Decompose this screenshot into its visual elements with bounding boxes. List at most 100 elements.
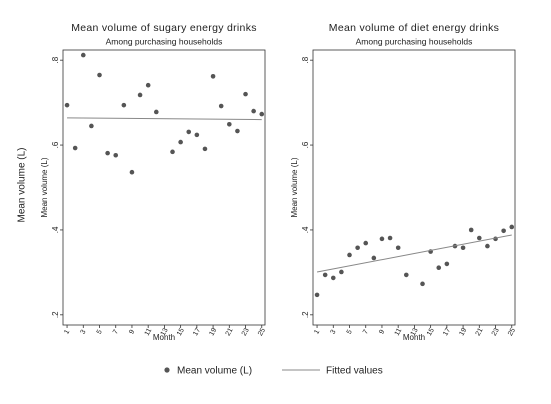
data-point [178,139,183,145]
x-axis-label: Month [403,333,425,342]
y-tick-label: .8 [51,56,60,63]
data-point [129,169,135,175]
chart-title: Mean volume of diet energy drinks [329,22,499,34]
x-tick-label: 13 [160,327,170,337]
x-tick-label: 1 [313,329,321,336]
x-tick-label: 7 [362,329,370,336]
x-tick-label: 19 [458,327,468,337]
data-point [137,92,143,98]
data-point [501,228,506,234]
data-point [322,272,328,278]
data-point [387,235,393,241]
data-point [339,269,344,275]
chart-title: Mean volume of sugary energy drinks [71,22,257,34]
x-tick-label: 11 [394,327,404,337]
panel: Mean volume of sugary energy drinks Among… [40,22,267,342]
x-tick-label: 13 [410,327,420,337]
x-tick-label: 17 [192,327,202,337]
data-point [72,145,78,151]
data-point [235,128,240,134]
y-tick-label: .2 [301,311,310,318]
x-tick-label: 9 [128,329,136,336]
data-point [403,272,409,278]
data-point [210,74,216,79]
data-point [420,281,425,287]
x-tick-label: 3 [330,329,338,336]
x-tick-label: 21 [225,327,235,337]
data-point [330,275,336,281]
x-tick-label: 17 [442,327,452,337]
data-point [460,245,466,251]
data-point [202,146,208,152]
x-tick-label: 19 [208,327,218,337]
data-point [153,109,159,115]
common-y-label: Mean volume (L) [17,147,28,222]
fitted-line [67,117,262,121]
chart-subtitle: Among purchasing households [356,36,473,46]
panel: Mean volume of diet energy drinks Among p… [290,22,517,342]
data-point [509,224,515,230]
y-tick-label: .4 [51,226,60,233]
chart-subtitle: Among purchasing households [106,36,223,46]
data-point [347,252,352,258]
legend-label: Fitted values [326,366,383,377]
data-point [80,52,86,58]
x-tick-label: 15 [426,327,436,337]
data-point [444,261,450,267]
y-axis-label: Mean volume (L) [40,157,49,217]
x-tick-label: 23 [241,327,251,337]
data-point [227,121,232,127]
x-tick-label: 5 [96,329,104,336]
x-tick-label: 5 [346,329,354,336]
data-point [186,129,192,135]
data-point [468,227,474,233]
x-tick-label: 21 [475,327,485,337]
data-point [395,245,401,251]
x-tick-label: 3 [80,329,88,336]
plot-frame [62,49,266,326]
data-point [145,82,151,88]
data-point [379,236,385,242]
x-tick-label: 25 [507,327,517,337]
data-point [363,240,369,246]
x-tick-label: 15 [176,327,186,337]
data-point [97,72,102,78]
x-tick-label: 11 [144,327,154,337]
data-point [121,102,127,108]
data-point [170,149,175,155]
data-point [355,245,360,251]
y-tick-label: .4 [301,226,310,233]
data-point [371,255,377,261]
data-point [477,235,482,241]
data-point [218,103,224,109]
legend: Mean volume (L) Fitted values [164,366,383,377]
x-axis-label: Month [153,333,175,342]
x-tick-label: 25 [257,327,267,337]
x-tick-label: 9 [378,329,386,336]
x-tick-label: 1 [63,329,71,336]
legend-marker [164,367,170,373]
x-tick-label: 23 [491,327,501,337]
data-point [64,102,70,108]
data-point [194,132,200,138]
y-tick-label: .6 [51,141,60,148]
legend-label: Mean volume (L) [177,366,252,377]
data-point [89,123,94,129]
y-tick-label: .8 [301,56,310,63]
data-point [259,111,265,117]
data-point [243,91,248,97]
data-point [436,265,442,271]
y-axis-label: Mean volume (L) [290,157,299,217]
data-point [314,292,320,298]
y-tick-label: .2 [51,311,60,318]
plot-frame [312,49,516,326]
data-point [251,108,256,114]
data-point [113,152,119,158]
x-tick-label: 7 [112,329,120,336]
fitted-line [316,234,512,273]
data-point [485,243,490,249]
data-point [105,150,110,156]
y-tick-label: .6 [301,141,310,148]
